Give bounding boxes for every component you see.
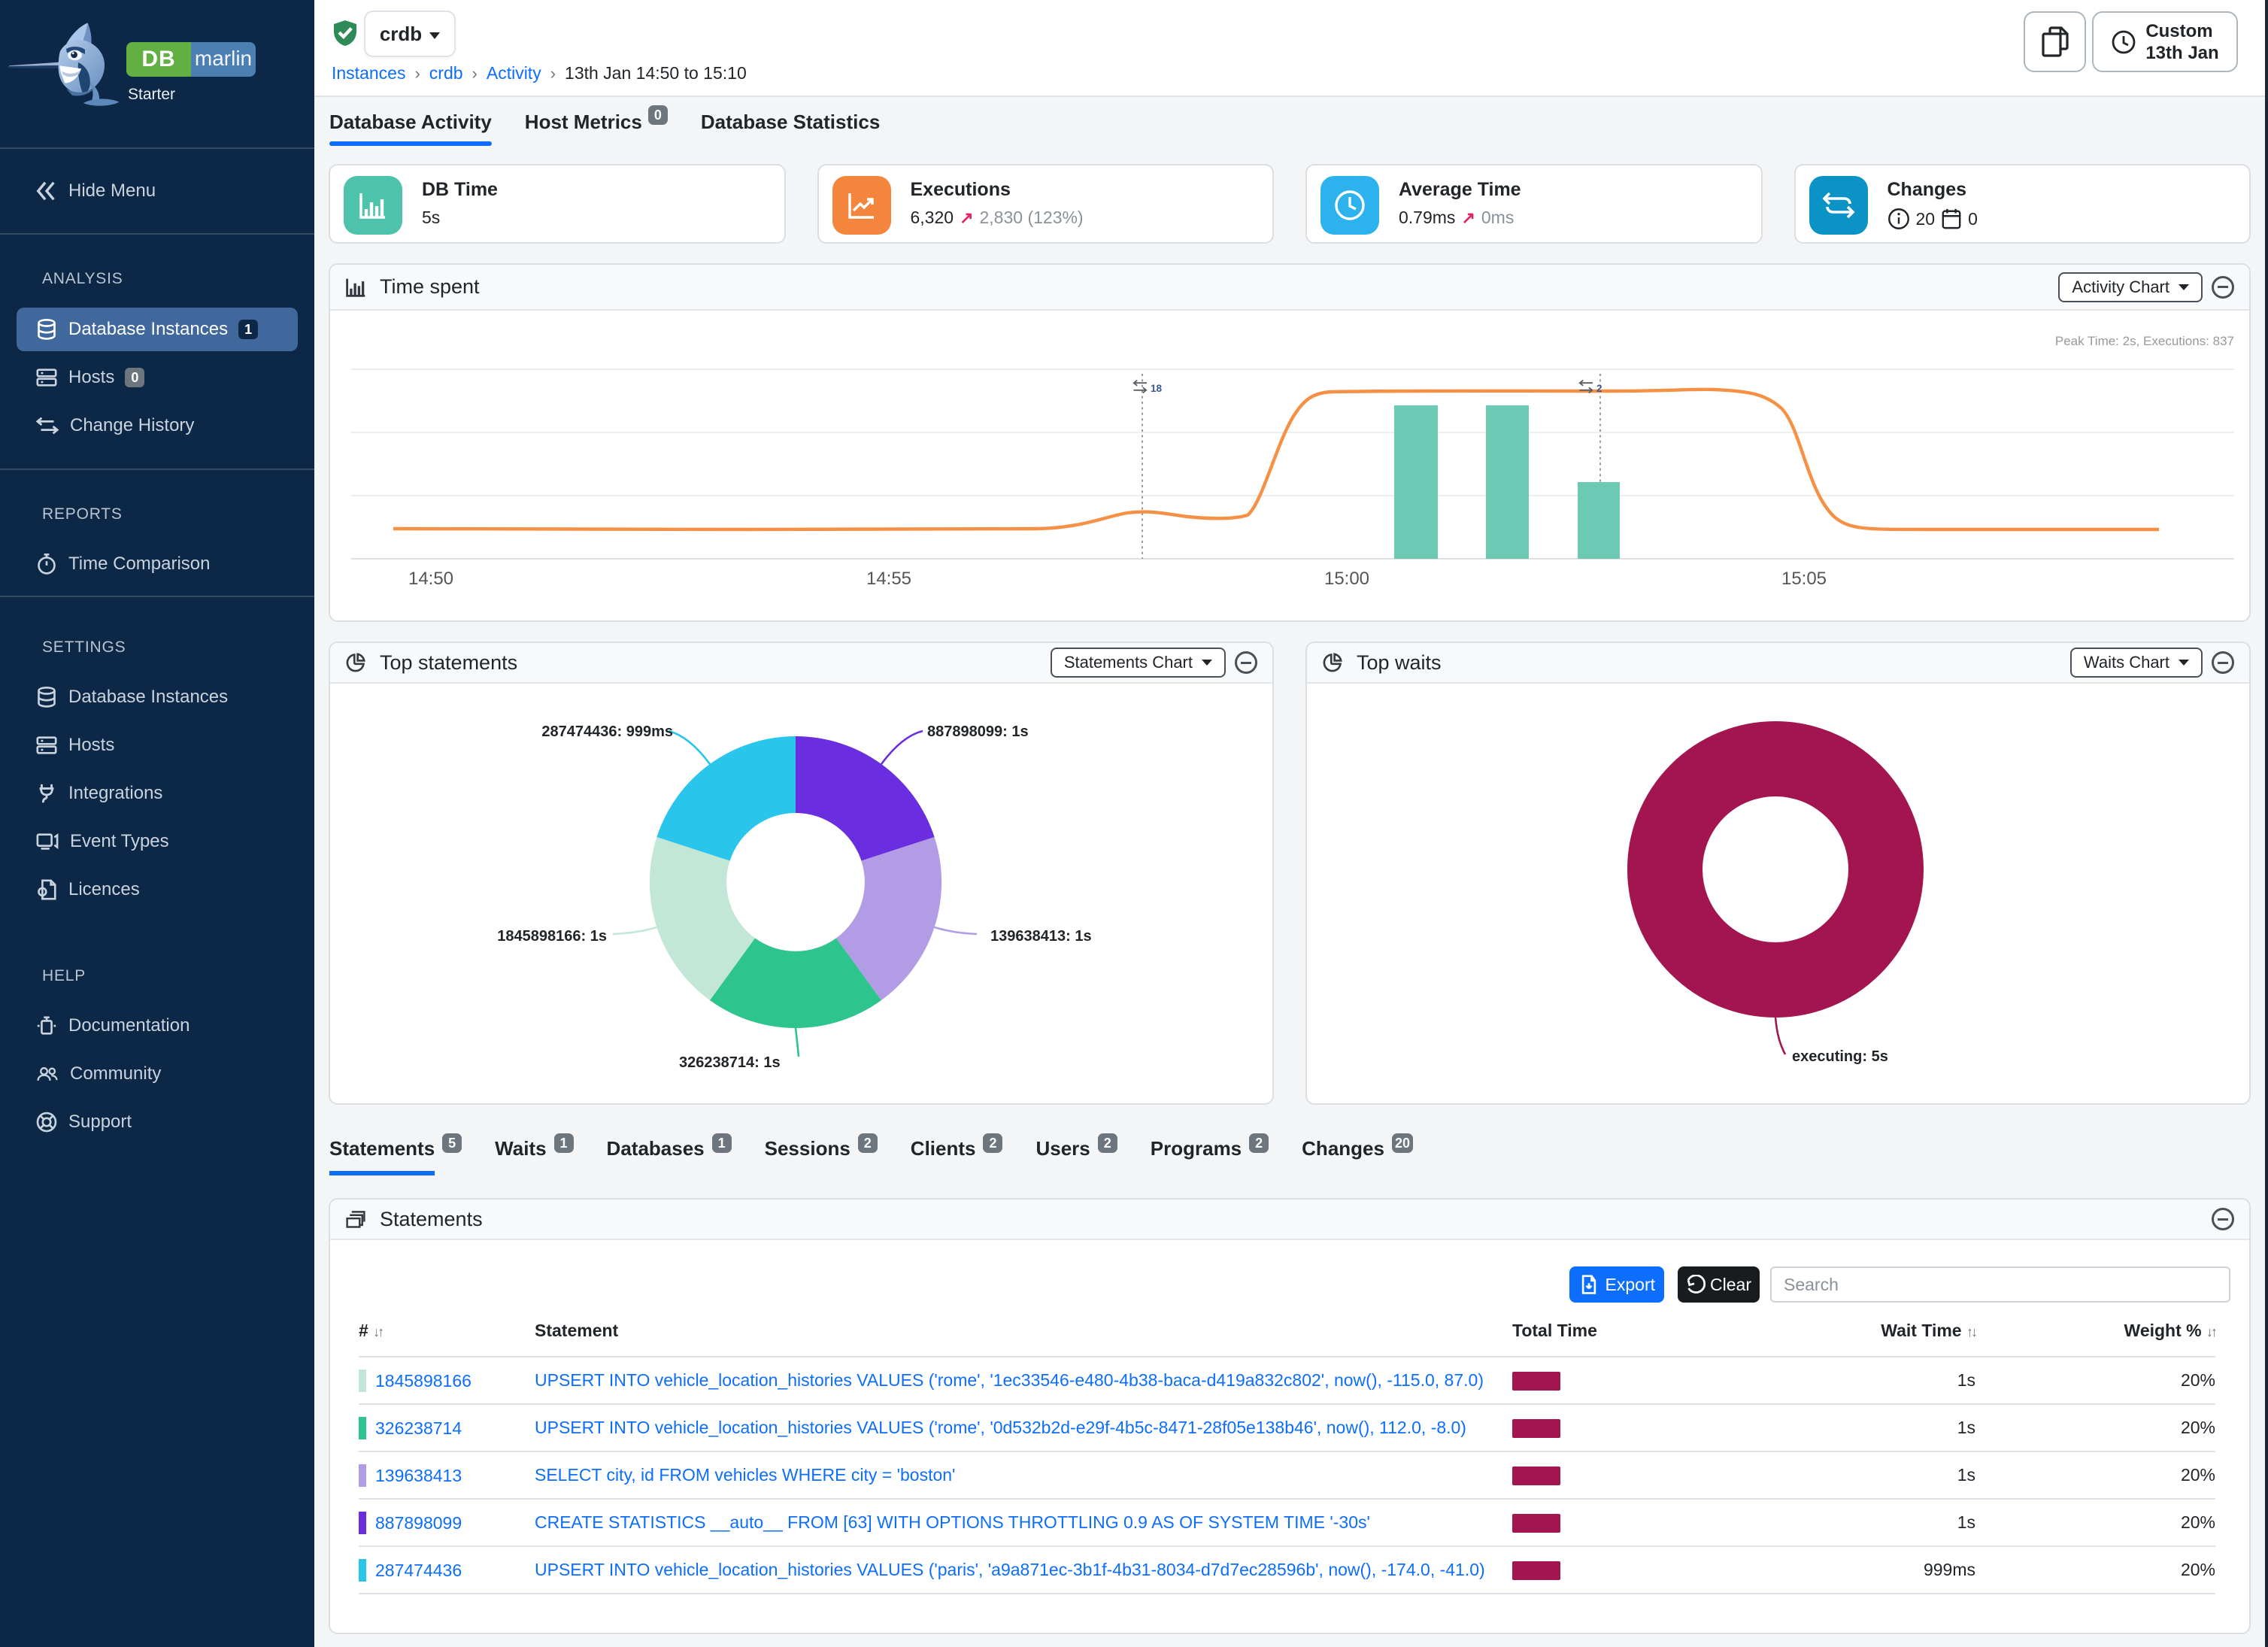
svg-text:14:50: 14:50 bbox=[408, 569, 453, 589]
svg-text:14:55: 14:55 bbox=[866, 569, 911, 589]
svg-text:326238714: 1s: 326238714: 1s bbox=[679, 1054, 781, 1071]
svg-text:1845898166: 1s: 1845898166: 1s bbox=[497, 928, 607, 945]
svg-text:2: 2 bbox=[1596, 383, 1602, 394]
svg-text:887898099: 1s: 887898099: 1s bbox=[927, 723, 1029, 740]
svg-text:executing: 5s: executing: 5s bbox=[1792, 1048, 1888, 1065]
svg-text:Peak Time: 2s, Executions: 837: Peak Time: 2s, Executions: 837 bbox=[2055, 334, 2234, 348]
svg-text:139638413: 1s: 139638413: 1s bbox=[990, 928, 1092, 945]
svg-text:18: 18 bbox=[1151, 383, 1163, 394]
svg-text:15:00: 15:00 bbox=[1324, 569, 1369, 589]
svg-text:15:05: 15:05 bbox=[1781, 569, 1827, 589]
svg-text:287474436: 999ms: 287474436: 999ms bbox=[541, 723, 673, 740]
